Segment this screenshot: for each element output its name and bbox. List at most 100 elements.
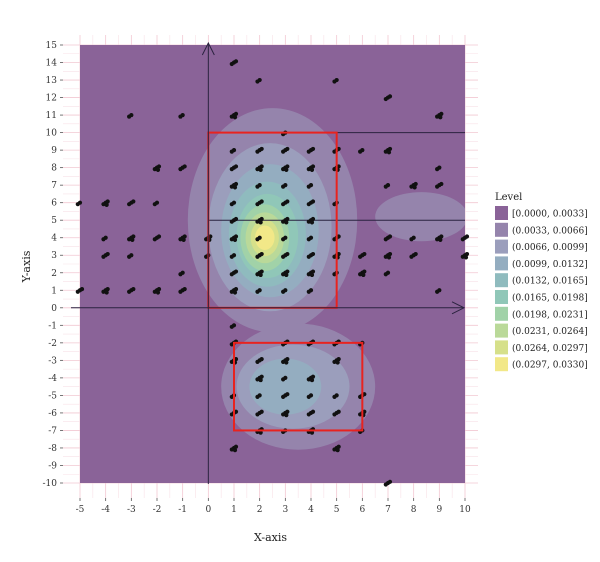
data-point bbox=[229, 342, 234, 347]
data-point bbox=[438, 115, 443, 120]
data-point bbox=[281, 149, 286, 154]
y-tick-label: -9 bbox=[48, 461, 57, 471]
data-point bbox=[178, 237, 183, 242]
data-point bbox=[182, 286, 187, 292]
data-point bbox=[309, 377, 315, 383]
data-point bbox=[285, 357, 290, 362]
data-point bbox=[309, 272, 315, 278]
data-point bbox=[156, 164, 162, 169]
y-tick-label: -4 bbox=[48, 374, 57, 384]
data-point bbox=[75, 202, 80, 207]
data-point bbox=[281, 359, 286, 364]
y-tick-label: 8 bbox=[51, 164, 57, 174]
data-point bbox=[229, 324, 234, 329]
x-tick-label: 9 bbox=[436, 505, 442, 515]
data-point bbox=[233, 59, 239, 64]
data-point bbox=[105, 286, 110, 292]
data-point bbox=[383, 272, 388, 277]
x-tick-label: 4 bbox=[308, 505, 314, 515]
data-point bbox=[259, 374, 264, 379]
y-tick-label: -1 bbox=[48, 321, 57, 331]
data-point bbox=[152, 202, 157, 207]
legend-label: (0.0099, 0.0132] bbox=[512, 259, 588, 270]
legend-label: [0.0000, 0.0033] bbox=[512, 210, 588, 220]
data-point bbox=[79, 286, 85, 292]
data-point bbox=[229, 184, 234, 189]
x-axis-title: X-axis bbox=[254, 531, 287, 544]
axes bbox=[60, 41, 466, 501]
data-point bbox=[281, 394, 286, 399]
data-point bbox=[281, 377, 286, 382]
data-point bbox=[233, 216, 239, 222]
data-point bbox=[358, 272, 363, 277]
data-point bbox=[229, 447, 234, 452]
data-point bbox=[229, 149, 234, 154]
x-tick-label: -5 bbox=[76, 505, 85, 515]
data-point bbox=[130, 237, 135, 243]
legend-swatch bbox=[495, 290, 508, 304]
data-point bbox=[435, 114, 440, 119]
data-point bbox=[152, 167, 157, 172]
data-point bbox=[439, 234, 444, 239]
data-point bbox=[229, 219, 234, 224]
x-tick-label: 2 bbox=[257, 505, 263, 515]
data-point bbox=[332, 167, 337, 172]
legend-swatch bbox=[495, 273, 508, 288]
x-tick-label: -3 bbox=[127, 505, 136, 515]
data-point bbox=[387, 234, 393, 239]
data-point bbox=[178, 167, 183, 172]
data-point bbox=[127, 202, 132, 207]
data-point bbox=[259, 357, 264, 362]
data-point bbox=[229, 289, 234, 294]
y-tick-label: 0 bbox=[51, 304, 57, 314]
legend-label: (0.0033, 0.0066] bbox=[512, 225, 588, 236]
data-point bbox=[332, 237, 337, 242]
x-tick-label: 7 bbox=[385, 505, 391, 515]
data-point bbox=[358, 254, 363, 259]
legend-label: (0.0165, 0.0198] bbox=[512, 293, 588, 304]
data-point bbox=[332, 254, 337, 259]
data-point bbox=[232, 290, 238, 295]
data-point bbox=[284, 220, 289, 225]
data-point bbox=[332, 79, 337, 84]
data-point bbox=[127, 254, 132, 259]
data-point bbox=[387, 479, 393, 484]
data-point bbox=[332, 359, 337, 364]
y-tick-label: -2 bbox=[48, 339, 57, 349]
y-tick-label: 5 bbox=[51, 216, 57, 226]
data-point bbox=[155, 167, 161, 172]
data-point bbox=[156, 234, 162, 239]
data-point bbox=[229, 61, 234, 67]
data-point bbox=[306, 254, 311, 259]
x-tick-label: 5 bbox=[334, 505, 340, 515]
data-point bbox=[229, 202, 234, 207]
legend-title: Level bbox=[495, 192, 522, 203]
legend-swatch bbox=[495, 357, 508, 372]
data-point bbox=[255, 412, 260, 417]
data-point bbox=[285, 251, 290, 257]
data-point bbox=[464, 251, 470, 257]
data-point bbox=[336, 444, 341, 449]
data-point bbox=[127, 289, 132, 294]
data-point bbox=[306, 219, 311, 224]
data-point bbox=[259, 269, 264, 274]
legend-swatch bbox=[495, 306, 508, 321]
data-point bbox=[409, 184, 414, 189]
data-point bbox=[232, 448, 238, 453]
data-point bbox=[362, 251, 367, 257]
data-point bbox=[258, 377, 263, 383]
legend-label: (0.0132, 0.0165] bbox=[512, 276, 588, 287]
data-point bbox=[309, 220, 315, 225]
data-point bbox=[435, 237, 440, 242]
data-point bbox=[258, 272, 263, 278]
data-point bbox=[281, 167, 286, 172]
legend-label: (0.0231, 0.0264] bbox=[512, 326, 588, 337]
legend-label: (0.0297, 0.0330] bbox=[512, 360, 588, 371]
data-point bbox=[358, 149, 363, 154]
data-point bbox=[259, 164, 264, 169]
data-point bbox=[233, 286, 239, 292]
data-point bbox=[310, 164, 316, 169]
y-tick-label: 4 bbox=[51, 234, 57, 244]
data-point bbox=[285, 164, 290, 169]
data-point bbox=[306, 272, 311, 277]
